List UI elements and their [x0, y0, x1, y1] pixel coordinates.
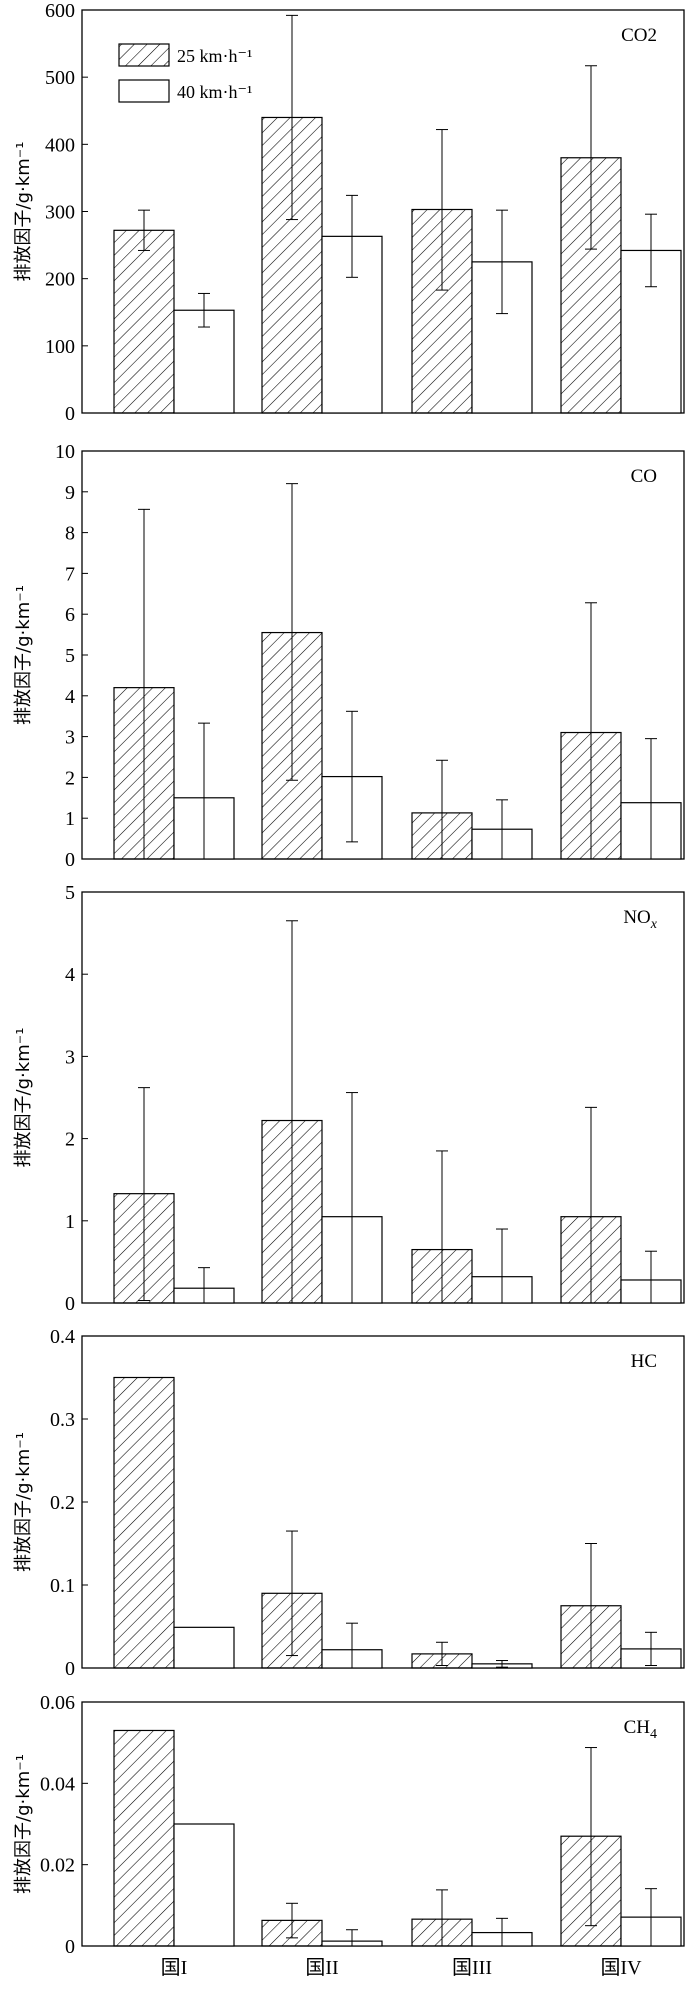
y-tick-label: 0	[65, 1293, 75, 1315]
y-tick-label: 0.04	[40, 1773, 75, 1795]
chart-panel-4: 0 0.1 0.2 0.3 0.4 排放因子/g·km⁻¹ HC	[13, 1326, 685, 1680]
y-tick-label: 0	[65, 1936, 75, 1958]
y-tick-label: 1	[65, 1211, 75, 1233]
y-tick-label: 0	[65, 403, 75, 425]
pollutant-label: CO	[631, 466, 657, 487]
y-tick-label: 1	[65, 808, 75, 830]
y-tick-label: 0	[65, 1658, 75, 1680]
x-category-label: 国II	[305, 1957, 338, 1979]
y-tick-label: 0.02	[40, 1855, 75, 1877]
y-tick-label: 0.3	[50, 1409, 75, 1431]
y-tick-label: 2	[65, 767, 75, 789]
plot-frame	[81, 891, 685, 1304]
chart-panel-5: 0 0.02 0.04 0.06 排放因子/g·km⁻¹ CH4	[13, 1692, 685, 1958]
y-tick-label: 9	[65, 482, 75, 504]
x-category-label: 国I	[161, 1957, 188, 1979]
legend-swatch-hatched	[118, 43, 170, 67]
y-tick-label: 6	[65, 604, 75, 626]
y-tick-label: 100	[45, 336, 75, 358]
y-tick-label: 3	[65, 1046, 75, 1068]
y-tick-label: 300	[45, 202, 75, 224]
bar-hatched	[113, 1376, 175, 1669]
y-tick-label: 3	[65, 727, 75, 749]
y-tick-label: 2	[65, 1129, 75, 1151]
y-tick-label: 8	[65, 523, 75, 545]
legend-swatch-open	[118, 79, 170, 103]
y-axis-label: 排放因子/g·km⁻¹	[13, 585, 34, 725]
y-tick-label: 400	[45, 134, 75, 156]
pollutant-label: HC	[631, 1351, 657, 1372]
legend-label: 25 km·h⁻¹	[177, 46, 252, 66]
y-tick-label: 5	[65, 645, 75, 667]
y-tick-label: 7	[65, 563, 75, 585]
bar-hatched	[113, 229, 175, 414]
chart-panel-1: 0 100 200 300 400 500 600 排放因子/g·km⁻¹ CO2 25 km·h…	[13, 0, 685, 425]
y-axis-label: 排放因子/g·km⁻¹	[13, 1432, 34, 1572]
y-tick-label: 0.1	[50, 1575, 75, 1597]
bar-hatched	[113, 1729, 175, 1947]
bar-hatched	[411, 208, 473, 414]
y-tick-label: 500	[45, 67, 75, 89]
y-tick-label: 0.2	[50, 1492, 75, 1514]
pollutant-label: NOx	[623, 907, 657, 932]
y-tick-label: 4	[65, 686, 75, 708]
x-category-label: 国IV	[600, 1957, 642, 1979]
x-category-label: 国III	[452, 1957, 492, 1979]
bar-open	[173, 1823, 235, 1947]
y-axis-label: 排放因子/g·km⁻¹	[13, 1754, 34, 1894]
y-tick-label: 0.06	[40, 1692, 75, 1714]
y-axis-label: 排放因子/g·km⁻¹	[13, 1028, 34, 1168]
legend-label: 40 km·h⁻¹	[177, 82, 252, 102]
chart-panel-3: 0 1 2 3 4 5 排放因子/g·km⁻¹ NOx	[13, 882, 685, 1315]
y-axis-label: 排放因子/g·km⁻¹	[13, 142, 34, 282]
y-tick-label: 600	[45, 0, 75, 22]
y-tick-label: 5	[65, 882, 75, 904]
y-tick-label: 0.4	[50, 1326, 75, 1348]
plot-frame	[81, 1701, 685, 1947]
pollutant-label: CO2	[621, 25, 657, 46]
y-tick-label: 200	[45, 269, 75, 291]
y-tick-label: 0	[65, 849, 75, 871]
y-tick-label: 10	[55, 441, 75, 463]
legend: 25 km·h⁻¹ 40 km·h⁻¹	[118, 43, 252, 103]
y-tick-label: 4	[65, 964, 75, 986]
chart-panel-2: 0 1 2 3 4 5 6 7 8 9 10 排放因子/g·km⁻¹ CO	[13, 441, 685, 871]
bar-open	[173, 1626, 235, 1669]
pollutant-label: CH4	[624, 1717, 657, 1742]
